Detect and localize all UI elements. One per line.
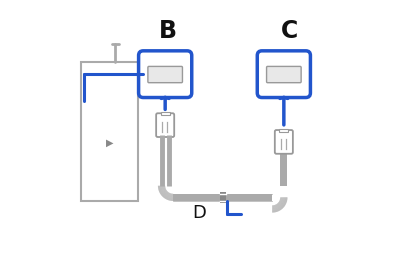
Polygon shape [161,191,167,196]
Polygon shape [220,192,226,203]
Polygon shape [274,205,276,212]
Polygon shape [158,188,166,191]
Polygon shape [280,199,287,201]
FancyBboxPatch shape [257,51,310,98]
FancyBboxPatch shape [266,66,301,83]
Polygon shape [160,190,166,195]
Polygon shape [276,204,280,211]
Polygon shape [171,194,172,201]
FancyBboxPatch shape [275,130,293,154]
Polygon shape [162,191,167,196]
Polygon shape [168,193,171,200]
Polygon shape [163,192,168,198]
Polygon shape [280,198,287,200]
FancyBboxPatch shape [138,51,192,98]
Polygon shape [275,205,278,212]
Polygon shape [280,200,287,202]
Polygon shape [277,203,282,209]
Polygon shape [280,198,288,199]
Polygon shape [158,187,165,189]
Text: ▶: ▶ [106,138,114,148]
Polygon shape [166,193,170,199]
Polygon shape [158,188,166,190]
Polygon shape [279,202,285,206]
Polygon shape [279,201,286,204]
Polygon shape [276,204,279,211]
Polygon shape [165,192,169,199]
Polygon shape [172,194,173,201]
Polygon shape [166,193,170,199]
Polygon shape [167,193,170,200]
Polygon shape [280,152,288,186]
Polygon shape [280,200,286,203]
FancyBboxPatch shape [148,66,182,83]
Polygon shape [280,199,287,200]
Polygon shape [276,204,281,210]
Polygon shape [275,205,279,211]
Polygon shape [279,201,286,206]
Polygon shape [169,194,171,200]
Polygon shape [278,203,284,208]
Polygon shape [159,189,166,192]
Polygon shape [158,186,165,187]
FancyBboxPatch shape [279,129,288,132]
FancyBboxPatch shape [156,113,174,137]
Text: C: C [280,19,298,43]
Polygon shape [274,205,276,212]
Polygon shape [159,188,166,191]
Polygon shape [164,192,169,198]
Polygon shape [162,191,168,197]
Polygon shape [159,189,166,192]
Polygon shape [280,200,286,204]
Polygon shape [171,194,172,201]
FancyBboxPatch shape [81,62,138,201]
Polygon shape [275,205,278,212]
Polygon shape [173,194,272,201]
Polygon shape [167,193,170,200]
Polygon shape [170,194,172,201]
Polygon shape [161,190,167,195]
Text: B: B [159,19,177,43]
Polygon shape [158,186,165,188]
Polygon shape [170,194,172,201]
Polygon shape [279,201,286,205]
Polygon shape [272,205,273,213]
FancyBboxPatch shape [161,112,170,115]
Polygon shape [276,204,280,211]
Polygon shape [272,205,274,213]
Polygon shape [279,202,285,206]
Polygon shape [280,200,287,203]
Polygon shape [274,205,275,212]
Polygon shape [277,204,282,209]
Polygon shape [277,204,281,210]
Polygon shape [168,193,171,200]
Polygon shape [280,198,288,199]
Polygon shape [278,202,284,207]
Polygon shape [164,192,168,198]
Polygon shape [161,191,167,195]
Text: D: D [192,204,206,222]
Polygon shape [273,205,274,213]
Polygon shape [160,190,166,194]
Polygon shape [274,205,277,212]
Polygon shape [280,197,288,198]
Polygon shape [273,205,275,213]
Polygon shape [278,203,283,209]
Polygon shape [158,187,165,188]
Polygon shape [160,189,166,194]
Polygon shape [164,192,169,199]
Polygon shape [278,203,284,207]
Polygon shape [160,189,166,193]
Polygon shape [163,191,168,197]
Polygon shape [172,194,173,201]
Polygon shape [158,187,166,189]
Polygon shape [280,199,287,201]
Polygon shape [278,203,283,208]
